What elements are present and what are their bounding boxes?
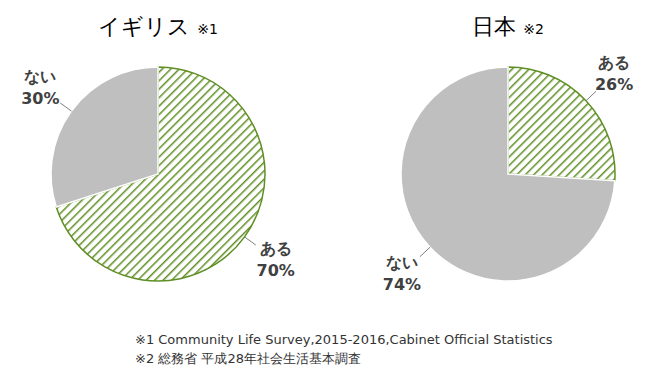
chart-title: 日本 ※2 <box>472 14 544 39</box>
slices <box>401 67 615 281</box>
pie-chart: ある 26% ない 74% <box>383 53 633 293</box>
data-label: 74% <box>383 275 421 294</box>
pie-slice <box>401 67 615 281</box>
category-label: ある <box>598 53 630 72</box>
title-note: ※2 <box>523 21 544 37</box>
title-note: ※1 <box>197 21 218 37</box>
category-label: ある <box>260 239 292 258</box>
category-label: ない <box>386 253 418 272</box>
title-main: イギリス <box>98 14 197 39</box>
chart-container: ある 70% ない 30% イギリス ※1 ※1 Community Life Surve… <box>0 0 668 380</box>
leader-line <box>420 247 430 257</box>
slices <box>51 67 265 281</box>
leader-line <box>245 237 256 245</box>
pie-slice <box>51 67 158 207</box>
data-label: 30% <box>21 89 59 108</box>
chart-title: イギリス ※1 <box>98 14 218 39</box>
category-label: ない <box>24 67 56 86</box>
leader-line <box>60 103 71 111</box>
chart-svg: ある 70% ない 30% イギリス ※1 ※1 Community Life Surve… <box>0 0 668 380</box>
labels: ある 70% ない 30% <box>21 67 295 279</box>
data-label: 70% <box>257 261 295 280</box>
labels: ある 26% ない 74% <box>383 53 633 293</box>
pie-chart: ある 70% ない 30% <box>21 67 295 281</box>
data-label: 26% <box>595 75 633 94</box>
title-main: 日本 <box>472 14 523 39</box>
footnote: ※1 Community Life Survey,2015-2016,Cabin… <box>135 332 553 347</box>
footnote: ※2 総務省 平成28年社会生活基本調査 <box>135 351 361 366</box>
